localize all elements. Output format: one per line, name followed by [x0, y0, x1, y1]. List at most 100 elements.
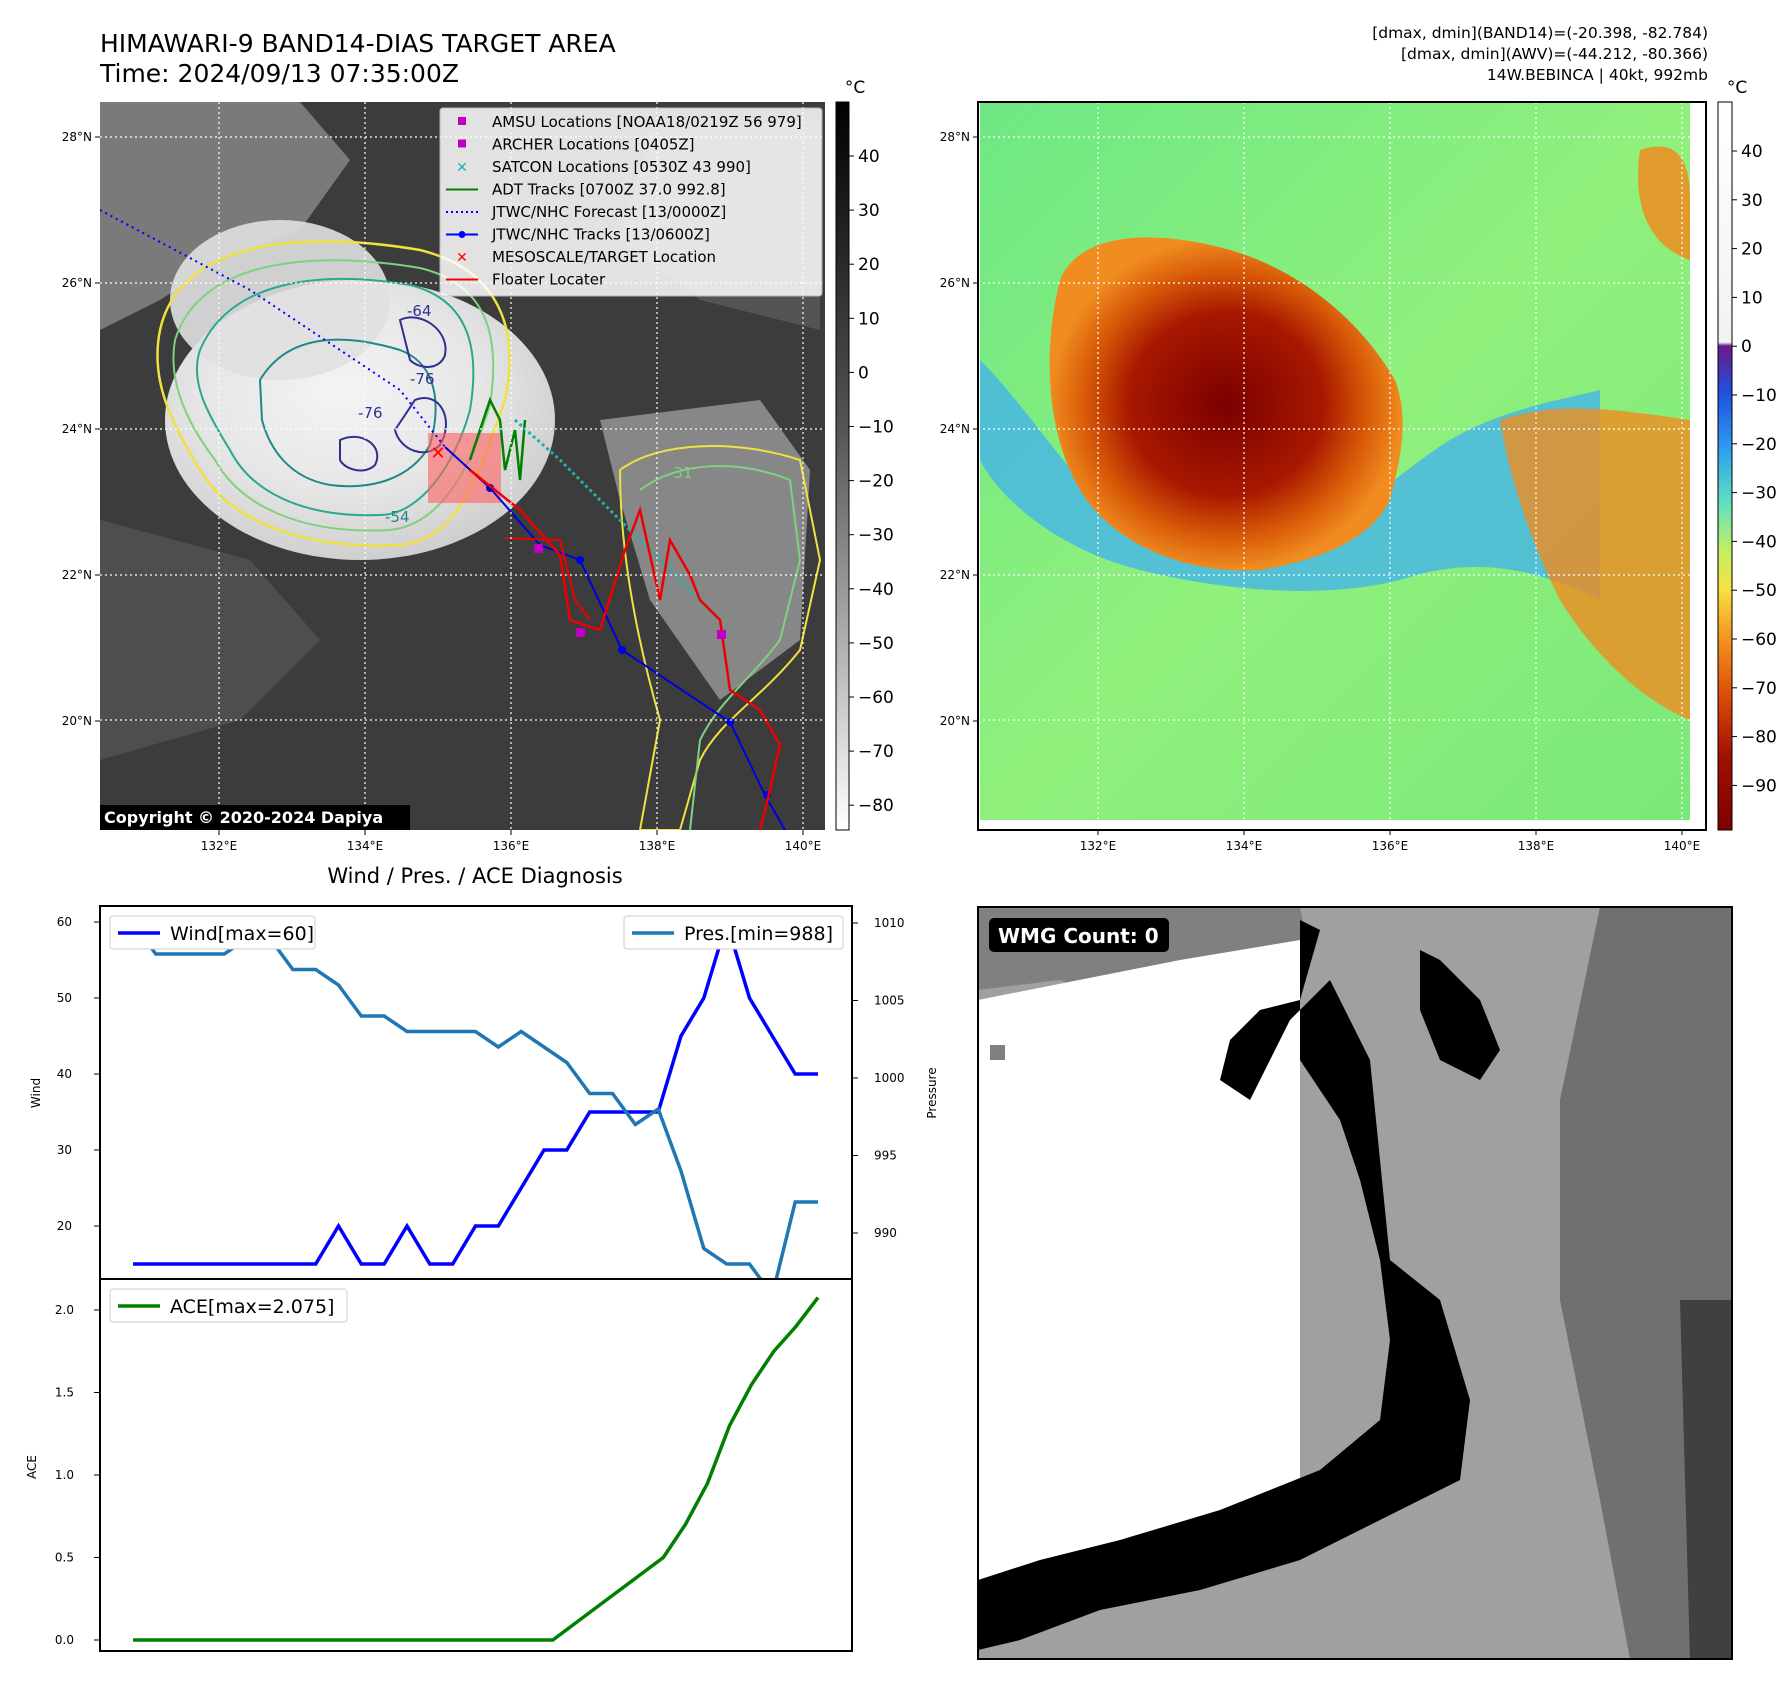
lon-tick-label: 138°E [1518, 839, 1555, 853]
lon-tick-label: 134°E [1226, 839, 1263, 853]
lat-tick-label: 26°N [940, 276, 970, 290]
legend-item: ADT Tracks [0700Z 37.0 992.8] [446, 181, 726, 199]
colorbar-tick-label: 10 [858, 309, 880, 329]
wind-series-line [133, 915, 818, 1266]
wv-grid [978, 102, 1706, 830]
pressure-legend [623, 915, 844, 950]
ir-colorbar: °C 40 30 20 10 0 −10 −20 −30 −40 −50 −60 −70 −80 [835, 78, 894, 831]
amsu-marker [576, 628, 585, 637]
wind-tick-label: 50 [57, 991, 72, 1005]
legend-item: AMSU Locations [NOAA18/0219Z 56 979] [458, 113, 802, 131]
pressure-tick-label: 1005 [874, 994, 905, 1008]
pressure-tick-label: 1010 [874, 916, 905, 930]
legend-item: ✕ SATCON Locations [0530Z 43 990] [456, 158, 751, 176]
colorbar-tick-label: 30 [1741, 191, 1763, 211]
legend-label: Floater Locater [492, 271, 606, 289]
archer-marker [534, 544, 543, 553]
ace-series-line [133, 1296, 820, 1642]
wind-pressure-chart: 60 50 40 30 20 1010 1005 1000 995 990 Wind Press… [29, 905, 939, 1300]
lat-tick-label: 26°N [62, 276, 92, 290]
wmg-white-region [978, 940, 1300, 1620]
ace-legend-label: ACE[max=2.075] [170, 1296, 334, 1318]
legend-label: ARCHER Locations [0405Z] [492, 136, 695, 154]
ace-tick-label: 0.5 [55, 1551, 74, 1565]
info-storm: 14W.BEBINCA | 40kt, 992mb [1487, 66, 1708, 84]
wv-colorbar: °C 40 30 20 10 0 −10 −20 −30 −40 −50 −60 −70 −80 −90 [1717, 78, 1777, 831]
adt-track [468, 396, 527, 481]
jtwc-forecast-track [100, 209, 446, 448]
satcon-track [514, 418, 722, 622]
lat-tick-label: 28°N [940, 130, 970, 144]
pressure-tick-label: 990 [874, 1226, 897, 1240]
lon-tick-label: 132°E [1080, 839, 1117, 853]
legend-item: ✕ MESOSCALE/TARGET Location [456, 248, 716, 266]
lon-tick-label: 136°E [1372, 839, 1409, 853]
legend-item: JTWC/NHC Forecast [13/0000Z] [446, 203, 726, 221]
colorbar-tick-label: −70 [858, 742, 894, 762]
legend-label: ADT Tracks [0700Z 37.0 992.8] [492, 181, 726, 199]
svg-text:✕: ✕ [456, 160, 468, 176]
diagnosis-title: Wind / Pres. / ACE Diagnosis [327, 864, 622, 888]
colorbar-tick-label: −10 [858, 418, 894, 438]
pressure-tick-label: 995 [874, 1149, 897, 1163]
colorbar-tick-label: −90 [1741, 776, 1777, 796]
pressure-legend-label: Pres.[min=988] [684, 923, 833, 945]
lon-tick-label: 140°E [1664, 839, 1701, 853]
colorbar-tick-label: 40 [858, 147, 880, 167]
legend-label: MESOSCALE/TARGET Location [492, 248, 716, 266]
jtwc-track [444, 446, 786, 830]
pressure-axis-label: Pressure [925, 1067, 939, 1118]
lat-tick-label: 22°N [62, 568, 92, 582]
lon-tick-label: 138°E [639, 839, 676, 853]
legend-label: JTWC/NHC Forecast [13/0000Z] [491, 203, 726, 221]
colorbar-tick-label: −50 [858, 634, 894, 654]
wv-map-panel [977, 101, 1707, 831]
contour-label-4: -54 [385, 508, 410, 526]
lat-tick-label: 20°N [940, 714, 970, 728]
wv-storm-core [1049, 237, 1403, 571]
colorbar-tick-label: −30 [858, 526, 894, 546]
ace-axis-label: ACE [25, 1455, 39, 1479]
legend-label: AMSU Locations [NOAA18/0219Z 56 979] [492, 113, 802, 131]
legend-item: Floater Locater [446, 271, 606, 289]
wind-tick-label: 60 [57, 915, 72, 929]
wind-legend-label: Wind[max=60] [170, 923, 314, 945]
colorbar-tick-label: −20 [858, 472, 894, 492]
ace-tick-label: 1.0 [55, 1468, 74, 1482]
colorbar-tick-label: 20 [858, 255, 880, 275]
colorbar-tick-label: −50 [1741, 581, 1777, 601]
lon-tick-label: 140°E [785, 839, 822, 853]
figure-title: HIMAWARI-9 BAND14-DIAS TARGET AREA [100, 29, 616, 58]
legend-item: ARCHER Locations [0405Z] [458, 136, 695, 154]
colorbar-tick-label: −10 [1741, 386, 1777, 406]
svg-text:✕: ✕ [456, 250, 468, 266]
copyright-text: Copyright © 2020-2024 Dapiya [104, 808, 383, 827]
wind-tick-label: 20 [57, 1219, 72, 1233]
colorbar-tick-label: 40 [1741, 142, 1763, 162]
colorbar-tick-label: −60 [1741, 630, 1777, 650]
contour-label-5: -31 [668, 464, 693, 482]
ace-legend [109, 1288, 348, 1323]
colorbar-tick-label: −30 [1741, 484, 1777, 504]
info-band14: [dmax, dmin](BAND14)=(-20.398, -82.784) [1372, 24, 1708, 42]
colorbar-tick-label: −60 [858, 688, 894, 708]
ace-tick-label: 2.0 [55, 1303, 74, 1317]
colorbar-tick-label: 30 [858, 201, 880, 221]
lon-tick-label: 132°E [201, 839, 238, 853]
colorbar-tick-label: −20 [1741, 435, 1777, 455]
info-awv: [dmax, dmin](AWV)=(-44.212, -80.366) [1401, 45, 1708, 63]
ace-chart: 2.0 1.5 1.0 0.5 0.0 ACE ACE[max=2.075] [25, 1278, 853, 1652]
floater-track [469, 469, 782, 830]
wmg-count-label: WMG Count: 0 [998, 924, 1159, 948]
legend-label: JTWC/NHC Tracks [13/0600Z] [491, 226, 710, 244]
wv-colorbar-unit: °C [1727, 78, 1747, 98]
colorbar-tick-label: −80 [1741, 728, 1777, 748]
lon-tick-label: 136°E [493, 839, 530, 853]
pressure-tick-label: 1000 [874, 1071, 905, 1085]
figure-time: Time: 2024/09/13 07:35:00Z [99, 59, 459, 88]
wind-legend [109, 915, 316, 950]
ace-tick-label: 0.0 [55, 1633, 74, 1647]
lat-tick-label: 24°N [62, 422, 92, 436]
wind-tick-label: 30 [57, 1143, 72, 1157]
ir-map-panel: -64 -76 -76 -54 -31 ✕ [100, 102, 825, 830]
